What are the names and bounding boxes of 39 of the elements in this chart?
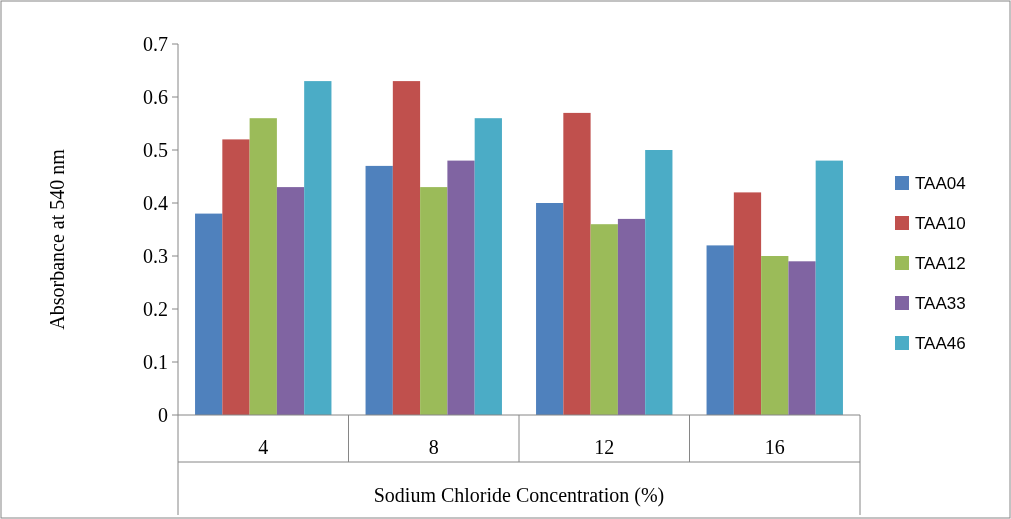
x-axis-title: Sodium Chloride Concentration (%) (373, 484, 665, 507)
y-tick-label: 0.7 (143, 33, 168, 55)
bar (249, 118, 277, 415)
bar (788, 261, 816, 415)
bar (276, 187, 305, 415)
bar (815, 160, 843, 415)
bar (706, 245, 734, 415)
x-tick-label: 16 (764, 436, 785, 458)
bar (195, 213, 223, 415)
bar (222, 139, 250, 415)
x-tick-label: 12 (594, 436, 615, 458)
bar (590, 224, 618, 415)
x-tick-label: 4 (258, 436, 269, 458)
x-tick-label: 8 (428, 436, 439, 458)
bar (617, 218, 646, 415)
y-tick-label: 0.6 (143, 86, 168, 108)
legend-label: TAA12 (915, 253, 966, 273)
bar (733, 192, 762, 415)
bar (365, 165, 393, 415)
y-tick-label: 0.1 (143, 351, 168, 373)
y-tick-label: 0.3 (143, 245, 168, 267)
legend-label: TAA04 (915, 173, 966, 193)
bar (563, 112, 591, 415)
bar (474, 118, 502, 415)
bar (392, 81, 421, 415)
bar (420, 187, 448, 415)
bar (761, 256, 789, 415)
y-tick-label: 0 (158, 404, 168, 426)
y-tick-label: 0.5 (143, 139, 168, 161)
bar (536, 203, 564, 415)
bar (304, 81, 332, 415)
legend-label: TAA46 (915, 333, 966, 353)
y-tick-label: 0.4 (143, 192, 168, 214)
y-tick-label: 0.2 (143, 298, 168, 320)
y-axis-title: Absorbance at 540 nm (46, 148, 68, 330)
bar (447, 160, 475, 415)
bar (645, 150, 673, 415)
legend-label: TAA33 (915, 293, 966, 313)
legend-label: TAA10 (915, 213, 966, 233)
